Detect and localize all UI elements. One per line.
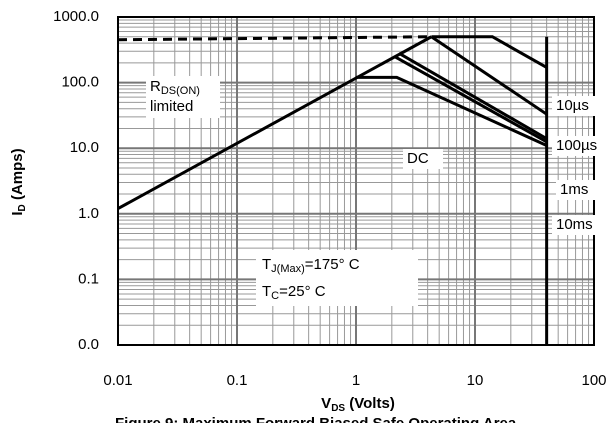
- annotation: TC=25° C: [262, 283, 326, 302]
- series-label: 1ms: [560, 181, 588, 198]
- annotation-sub: J(Max): [271, 263, 305, 275]
- annotation-sub: C: [271, 290, 279, 302]
- series-label: 100µs: [556, 137, 597, 154]
- series-line: [398, 51, 548, 140]
- caption: Figure 9: Maximum Forward Biased Safe Op…: [115, 415, 517, 423]
- series-line: [356, 75, 548, 147]
- annotation: limited: [150, 98, 193, 115]
- annotation-main: T: [262, 283, 271, 300]
- annotation-sub: DS(ON): [161, 85, 200, 97]
- annotation: RDS(ON): [150, 78, 200, 97]
- label-box: [552, 96, 612, 116]
- limit-line: [117, 35, 432, 42]
- y-tick-label: 10.0: [70, 139, 99, 156]
- y-tick-label: 0.0: [78, 336, 99, 353]
- x-tick-label: 1: [352, 372, 360, 389]
- label-box: [556, 180, 614, 200]
- annotation-main: T: [262, 256, 271, 273]
- label-box: [256, 250, 418, 306]
- x-tick-label: 10: [467, 372, 484, 389]
- x-tick-label: 100: [581, 372, 606, 389]
- annotation-rest: =175° C: [305, 256, 360, 273]
- labels: 10µs100µs1ms10msDCRDS(ON)limitedTJ(Max)=…: [146, 76, 614, 306]
- series-label: DC: [407, 150, 429, 167]
- label-box: [552, 136, 612, 156]
- limit-line: [117, 35, 433, 210]
- lines: [117, 35, 549, 345]
- y-tick-label: 1.0: [78, 205, 99, 222]
- x-axis-label: VDS (Volts): [321, 395, 395, 414]
- y-axis-label: ID (Amps): [9, 148, 28, 215]
- annotation-main: R: [150, 78, 161, 95]
- series-label: 10ms: [556, 216, 593, 233]
- series-line: [431, 35, 548, 69]
- series-line: [430, 35, 548, 116]
- label-box: [146, 76, 220, 118]
- y-tick-label: 0.1: [78, 270, 99, 287]
- annotation: TJ(Max)=175° C: [262, 256, 360, 275]
- annotation-rest: =25° C: [279, 283, 326, 300]
- x-tick-label: 0.1: [227, 372, 248, 389]
- label-box: [552, 215, 612, 235]
- x-tick-label: 0.01: [103, 372, 132, 389]
- series-line: [393, 55, 548, 144]
- label-box: [403, 149, 443, 169]
- y-tick-label: 1000.0: [53, 8, 99, 25]
- series-label: 10µs: [556, 97, 589, 114]
- y-tick-label: 100.0: [61, 74, 99, 91]
